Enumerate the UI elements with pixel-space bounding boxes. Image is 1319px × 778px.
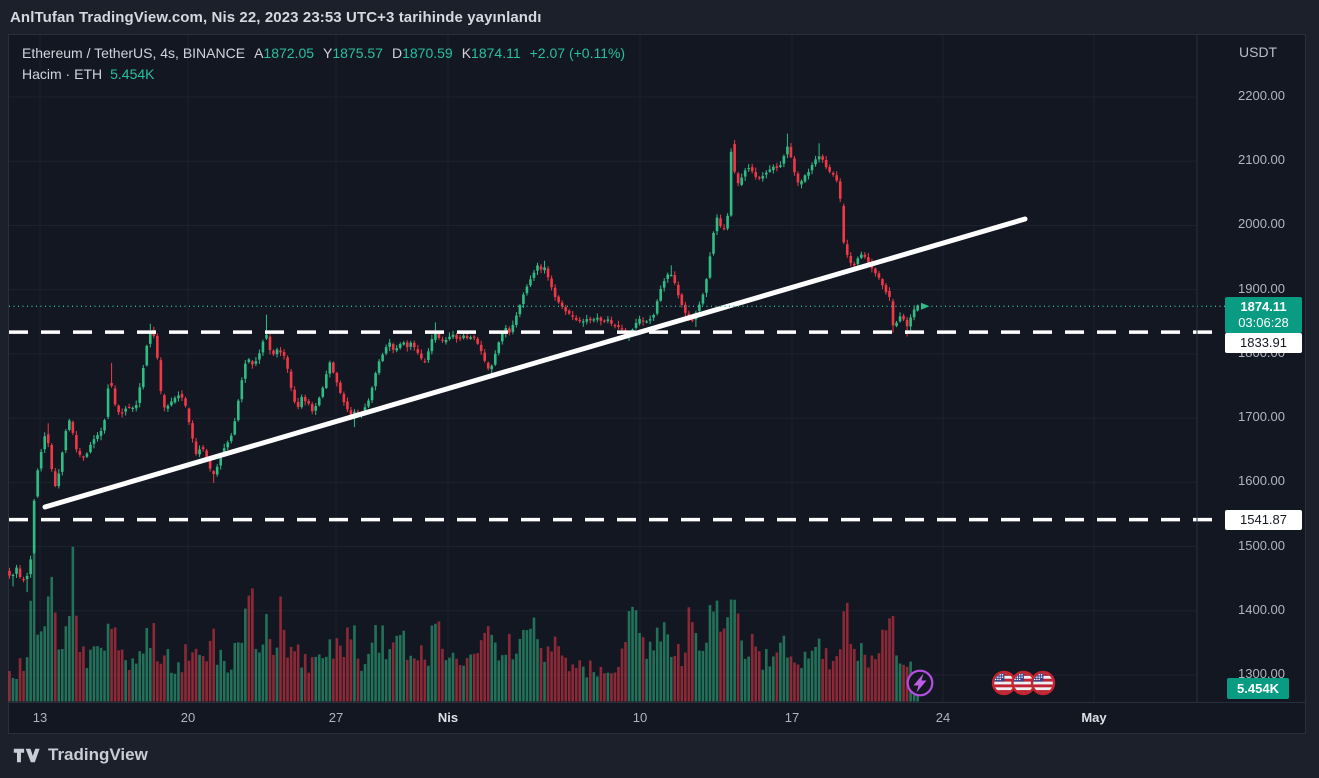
time-tick-label: 10 bbox=[632, 710, 648, 725]
volume-label: Hacim · ETH bbox=[22, 66, 103, 82]
time-tick-label: May bbox=[1081, 710, 1107, 725]
price-tick-label: 1600.00 bbox=[1238, 473, 1285, 489]
last-price-value: 1874.11 bbox=[1240, 299, 1287, 314]
candlestick-series bbox=[8, 133, 919, 593]
volume-badge: 5.454K bbox=[1227, 678, 1289, 699]
ohlc-close: K1874.11 bbox=[461, 45, 521, 61]
symbol-title[interactable]: Ethereum / TetherUS, 4s, BINANCE bbox=[22, 45, 246, 61]
support-level-lines[interactable] bbox=[9, 330, 1223, 522]
bar-countdown: 03:06:28 bbox=[1238, 315, 1289, 330]
level-badge-1541: 1541.87 bbox=[1225, 510, 1302, 530]
flash-event-button[interactable] bbox=[906, 669, 934, 697]
price-change: +2.07 (+0.11%) bbox=[529, 45, 626, 61]
time-tick-label: Nis bbox=[437, 710, 459, 725]
tradingview-brand-text[interactable]: TradingView bbox=[48, 745, 148, 764]
volume-value: 5.454K bbox=[110, 66, 155, 82]
ohlc-high: Y1875.57 bbox=[323, 45, 383, 61]
publish-info-text: AnlTufan TradingView.com, Nis 22, 2023 2… bbox=[10, 9, 542, 26]
grid-lines bbox=[9, 35, 1196, 703]
symbol-header: Ethereum / TetherUS, 4s, BINANCE A1872.0… bbox=[22, 45, 625, 61]
price-axis[interactable]: USDT 2200.002100.002000.001900.001800.00… bbox=[1197, 34, 1306, 703]
level-badge-1833: 1833.91 bbox=[1225, 333, 1302, 353]
lightning-icon bbox=[913, 673, 927, 693]
volume-series bbox=[8, 546, 919, 702]
tradingview-logo-icon[interactable] bbox=[13, 747, 40, 764]
ohlc-open: A1872.05 bbox=[254, 45, 315, 61]
price-tick-label: 1500.00 bbox=[1238, 537, 1285, 553]
us-flag-icon[interactable] bbox=[1032, 672, 1054, 694]
time-axis[interactable]: 13 20 27 Nis 10 17 24 May bbox=[8, 703, 1197, 734]
price-tick-label: 1700.00 bbox=[1238, 409, 1285, 425]
price-tick-label: 1300.00 bbox=[1238, 666, 1285, 681]
axis-currency-label: USDT bbox=[1239, 44, 1278, 60]
chart-widget bbox=[8, 34, 1306, 734]
ohlc-low: D1870.59 bbox=[391, 45, 453, 61]
price-tick-label: 2000.00 bbox=[1238, 216, 1285, 232]
volume-header: Hacim · ETH 5.454K bbox=[22, 66, 155, 82]
axis-separators bbox=[8, 34, 1306, 703]
time-tick-label: 20 bbox=[180, 710, 196, 725]
current-price-line bbox=[9, 302, 1225, 310]
time-tick-label: 27 bbox=[328, 710, 344, 725]
publish-info-bar: AnlTufan TradingView.com, Nis 22, 2023 2… bbox=[10, 9, 542, 26]
price-tick-label: 1400.00 bbox=[1238, 601, 1285, 617]
price-tick-label: 2100.00 bbox=[1238, 152, 1285, 168]
trendline-drawing[interactable] bbox=[42, 216, 1028, 510]
price-tick-label: 1900.00 bbox=[1238, 280, 1285, 296]
time-tick-label: 24 bbox=[935, 710, 951, 725]
time-tick-label: 13 bbox=[32, 710, 48, 725]
time-tick-label: 17 bbox=[784, 710, 800, 725]
price-tick-label: 2200.00 bbox=[1238, 88, 1285, 103]
chart-canvas[interactable] bbox=[8, 34, 1306, 703]
last-price-badge: 1874.11 03:06:28 bbox=[1225, 297, 1302, 333]
footer-bar: TradingView bbox=[13, 745, 148, 765]
economic-event-flags[interactable] bbox=[993, 672, 1054, 694]
